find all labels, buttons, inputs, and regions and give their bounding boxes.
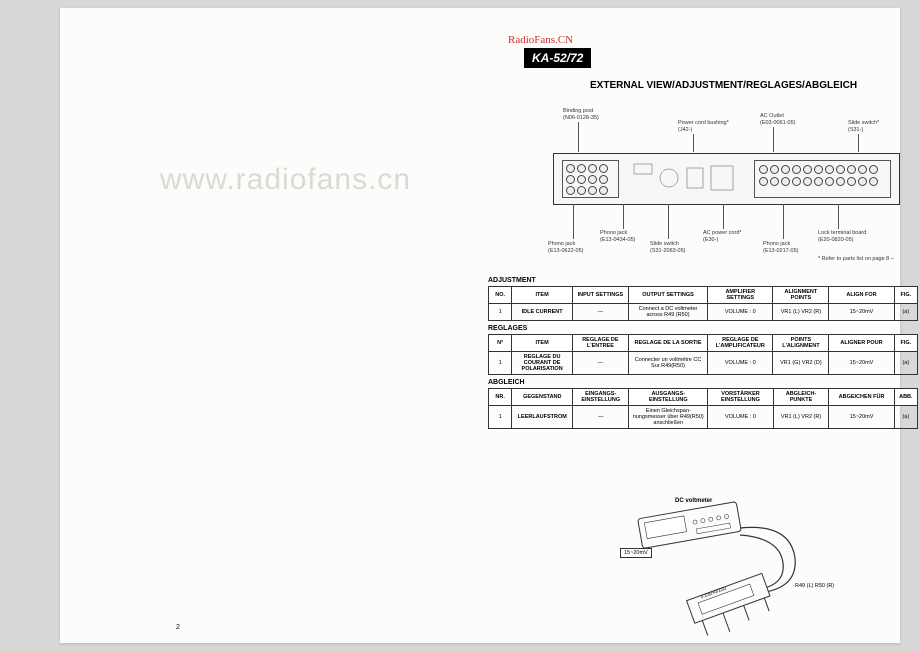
table-adjustment: NO. ITEM INPUT SETTINGS OUTPUT SETTINGS … [488,286,918,321]
voltmeter-reading-box: 15~20mV [620,548,652,558]
leader-line [693,134,694,152]
voltmeter-label: DC voltmeter [675,498,712,504]
leader-line [573,204,574,239]
leader-line [858,134,859,152]
label-slide-switch-1: Slide switch* (S31-) [848,120,879,133]
label-phono-jack-3: Phono jack (E13-0217-05) [763,241,798,254]
speaker-terminal-block [562,160,619,198]
rear-panel-diagram: Binding post (N06-0128-35) Power cord bu… [528,108,918,263]
center-block [629,162,739,194]
label-parts-note: * Refer to parts list on page 8 – [818,256,894,263]
leader-line [668,204,669,239]
table-row: 1 LEERLAUFSTROM — Einen Gleichspan-nungs… [489,406,918,429]
table-header-row: NR. GEGENSTAND EINGANGS-EINSTELLUNG AUSG… [489,389,918,406]
voltmeter-diagram: DC voltmeter [620,498,870,638]
model-badge: KA-52/72 [524,48,591,68]
leader-line [723,204,724,229]
label-lock-terminal: Lock terminal board (E20-0820-05) [818,230,866,243]
label-phono-jack-2: Phono jack (E13-0434-05) [600,230,635,243]
rear-panel-box [553,153,900,205]
label-slide-switch-2: Slide switch (S31-2083-05) [650,241,685,254]
leader-line [773,127,774,152]
document-page: RadioFans.CN KA-52/72 EXTERNAL VIEW/ADJU… [60,8,900,643]
table-header-row: N° ITEM REGLAGE DE L'ENTREE REGLAGE DE L… [489,335,918,352]
table-row: 1 IDLE CURRENT — Connect a DC voltmeter … [489,304,918,321]
voltmeter-svg [620,498,870,638]
label-ac-power-cord: AC power cord* (E30-) [703,230,742,243]
rca-jack-block [754,160,891,198]
label-phono-jack-1: Phono jack (E13-0622-05) [548,241,583,254]
table-header-row: NO. ITEM INPUT SETTINGS OUTPUT SETTINGS … [489,287,918,304]
watermark-main: www.radiofans.cn [160,163,411,197]
leader-line [838,204,839,229]
pcb-label: R49 (L) R50 (R) [795,583,834,589]
table-reglages: N° ITEM REGLAGE DE L'ENTREE REGLAGE DE L… [488,334,918,375]
leader-line [623,204,624,229]
watermark-top: RadioFans.CN [508,34,573,46]
label-binding-post: Binding post (N06-0128-35) [563,108,599,121]
tables-area: ADJUSTMENT NO. ITEM INPUT SETTINGS OUTPU… [488,273,918,429]
page-number: 2 [176,624,180,631]
leader-line [783,204,784,239]
table-row: 1 REGLAGE DU COURANT DE POLARISATION — C… [489,352,918,375]
center-graphic [629,162,739,194]
table-abgleich: NR. GEGENSTAND EINGANGS-EINSTELLUNG AUSG… [488,388,918,429]
table-caption-abgleich: ABGLEICH [488,379,918,386]
label-ac-outlet: AC Outlet (E03-0061-05) [760,113,795,126]
table-caption-adjustment: ADJUSTMENT [488,277,918,284]
leader-line [578,122,579,152]
section-title: EXTERNAL VIEW/ADJUSTMENT/REGLAGES/ABGLEI… [590,80,857,91]
label-power-cord-bushing: Power cord bushing* (J42-) [678,120,729,133]
table-caption-reglages: REGLAGES [488,325,918,332]
